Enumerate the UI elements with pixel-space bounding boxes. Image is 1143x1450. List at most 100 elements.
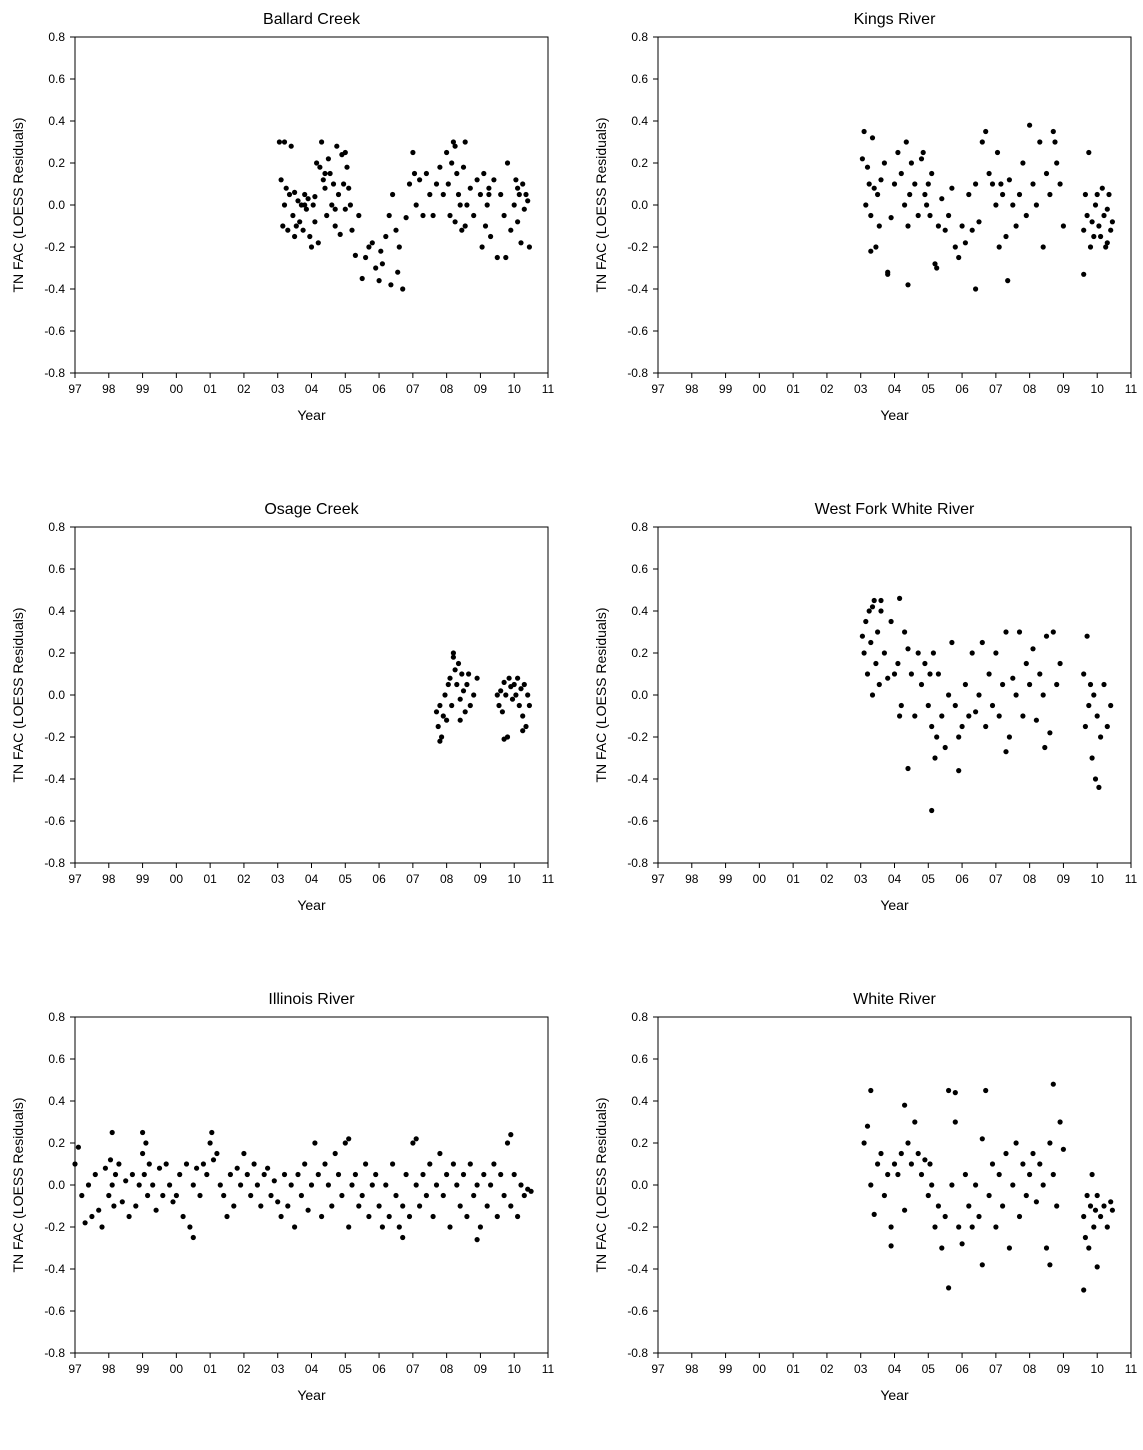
x-tick-label: 01 [203, 1362, 217, 1376]
data-point [1108, 702, 1114, 709]
y-tick-label: 0.2 [631, 1136, 648, 1150]
data-point [322, 185, 328, 191]
data-point [488, 233, 494, 240]
data-point [440, 713, 446, 719]
data-point [979, 639, 985, 646]
data-point [1098, 233, 1104, 240]
data-point [1086, 702, 1092, 709]
data-point [1101, 681, 1107, 688]
data-point [885, 271, 891, 277]
data-point [996, 713, 1002, 719]
data-point [881, 160, 887, 166]
data-point [523, 723, 529, 730]
x-tick-label: 11 [1125, 382, 1138, 396]
data-point [214, 1150, 220, 1157]
y-tick-label: -0.6 [44, 324, 65, 338]
data-point [1084, 1192, 1090, 1199]
data-point [312, 219, 318, 225]
data-point [194, 1165, 200, 1171]
y-tick-label: -0.4 [44, 1262, 65, 1276]
data-point [959, 1241, 965, 1247]
data-point [942, 1213, 948, 1220]
data-point [413, 1182, 419, 1188]
data-point [315, 240, 321, 246]
scatter-chart-svg: White River 0.8 0.6 0.4 0.2 0.0 -0.2 -0.4 -0.6 -0… [593, 991, 1138, 1403]
data-point [396, 1224, 402, 1230]
data-point [1057, 1119, 1063, 1125]
data-point [506, 675, 512, 681]
data-point [417, 177, 423, 183]
data-point [400, 1203, 406, 1209]
data-point [200, 1161, 206, 1167]
chart-panel-osage-creek: Osage Creek 0.8 0.6 0.4 0.2 0.0 -0.2 -0.4 -0.6 -0… [0, 490, 560, 960]
data-point [897, 713, 903, 719]
data-point [327, 170, 333, 177]
data-point [1027, 681, 1033, 688]
data-point [518, 240, 524, 246]
data-point [82, 1220, 88, 1226]
data-point [1092, 1207, 1099, 1213]
y-tick-label: 0.8 [631, 520, 648, 534]
data-point [395, 269, 401, 275]
x-tick-label: 00 [753, 382, 767, 396]
data-point [207, 1140, 213, 1146]
data-point [1081, 671, 1087, 677]
data-point [133, 1203, 139, 1209]
y-tick-label: -0.4 [44, 282, 65, 296]
data-point [1023, 212, 1029, 219]
y-tick-label: 0.8 [631, 30, 648, 44]
data-point [1091, 233, 1097, 240]
data-point [895, 1171, 901, 1178]
data-point [929, 723, 935, 730]
data-point [924, 202, 930, 208]
data-point [915, 650, 921, 656]
data-point [969, 650, 975, 656]
data-point [1087, 681, 1094, 688]
data-point [1092, 776, 1099, 782]
data-point [1010, 675, 1016, 681]
data-point [462, 709, 468, 715]
chart-panel-west-fork-white-river: West Fork White River 0.8 0.6 0.4 0.2 0.0 -0.2… [583, 490, 1143, 960]
data-point [452, 667, 458, 673]
data-point [467, 1161, 473, 1167]
data-point [927, 212, 933, 219]
data-point [140, 1150, 146, 1157]
scatter-points [861, 1081, 1115, 1293]
data-point [369, 1182, 375, 1188]
data-point [471, 212, 477, 219]
data-point [962, 1171, 968, 1178]
data-point [209, 1129, 215, 1136]
data-point [523, 191, 529, 198]
data-point [224, 1213, 230, 1220]
data-point [141, 1171, 147, 1178]
data-point [310, 202, 316, 208]
data-point [521, 681, 527, 688]
data-point [907, 191, 913, 198]
data-point [962, 681, 968, 688]
data-point [197, 1192, 203, 1199]
data-point [996, 1171, 1002, 1178]
x-tick-label: 05 [922, 1362, 936, 1376]
data-point [462, 139, 468, 145]
data-point [217, 1182, 223, 1188]
x-tick-label: 00 [170, 872, 184, 886]
data-point [106, 1192, 112, 1199]
data-point [929, 807, 935, 814]
data-point [227, 1171, 233, 1178]
y-tick-label: -0.6 [44, 814, 65, 828]
data-point [875, 191, 881, 198]
data-point [956, 1224, 962, 1230]
data-point [403, 215, 409, 221]
y-axis-label: TN FAC (LOESS Residuals) [593, 607, 609, 782]
data-point [437, 738, 443, 744]
data-point [1096, 223, 1102, 229]
data-point [866, 608, 872, 614]
x-axis-label: Year [880, 897, 909, 913]
data-point [511, 681, 517, 688]
data-point [300, 227, 306, 233]
data-point [411, 170, 418, 177]
data-point [258, 1203, 264, 1209]
y-tick-label: 0.2 [631, 156, 648, 170]
data-point [79, 1192, 85, 1199]
data-point [898, 170, 904, 177]
